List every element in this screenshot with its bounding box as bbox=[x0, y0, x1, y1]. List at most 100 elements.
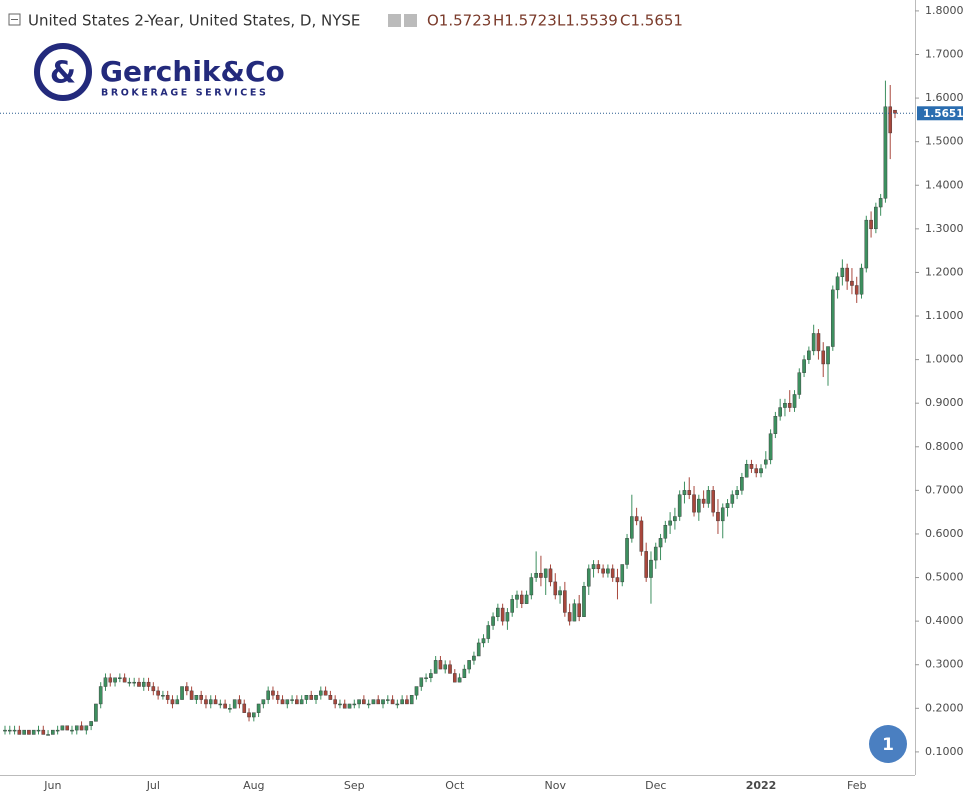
candle-body bbox=[835, 276, 840, 291]
candle-body bbox=[141, 681, 146, 687]
x-tick-label: Jun bbox=[43, 779, 61, 792]
last-price-box bbox=[917, 106, 963, 121]
candle-body bbox=[768, 433, 773, 461]
candle-body bbox=[548, 568, 553, 583]
candle-body bbox=[55, 729, 60, 732]
candle-body bbox=[553, 581, 558, 596]
candle-body bbox=[333, 699, 337, 705]
candle-body bbox=[840, 267, 845, 277]
candle-body bbox=[151, 686, 156, 692]
candle-body bbox=[3, 729, 7, 732]
y-tick-label: 1.4000 bbox=[925, 178, 964, 191]
candle-body bbox=[304, 695, 309, 700]
candle-body bbox=[371, 699, 376, 705]
y-tick-label: 0.3000 bbox=[925, 658, 964, 671]
y-tick-label: 0.5000 bbox=[925, 571, 964, 584]
candle-body bbox=[385, 699, 390, 701]
candle-body bbox=[787, 402, 792, 408]
candle-body bbox=[204, 699, 208, 705]
candle-body bbox=[586, 568, 591, 587]
candle-body bbox=[567, 612, 572, 622]
ohlc-close: C1.5651 bbox=[620, 12, 683, 30]
candle-body bbox=[31, 729, 36, 735]
candle-body bbox=[319, 690, 323, 696]
candle-body bbox=[859, 267, 864, 295]
candle-body bbox=[285, 699, 290, 705]
candle-body bbox=[457, 677, 462, 683]
candle-body bbox=[744, 464, 749, 478]
y-tick-label: 0.1000 bbox=[925, 745, 964, 758]
candle-body bbox=[395, 703, 400, 706]
y-tick-label: 1.0000 bbox=[925, 353, 964, 366]
candle-body bbox=[314, 695, 318, 700]
candle-body bbox=[409, 695, 414, 705]
candle-body bbox=[290, 699, 294, 701]
last-price-label: 1.5651 bbox=[923, 108, 964, 120]
candle-body bbox=[429, 673, 433, 678]
y-tick-label: 1.1000 bbox=[925, 309, 964, 322]
candle-body bbox=[524, 594, 529, 604]
candle-body bbox=[170, 699, 175, 705]
candle-body bbox=[639, 520, 644, 552]
candle-body bbox=[821, 350, 826, 365]
candle-body bbox=[299, 699, 304, 705]
candle-body bbox=[816, 333, 821, 352]
candle-body bbox=[79, 725, 84, 731]
candle-body bbox=[36, 729, 41, 732]
candle-body bbox=[328, 695, 333, 700]
candle-body bbox=[438, 660, 443, 670]
candle-body bbox=[510, 599, 515, 613]
candle-body bbox=[869, 219, 873, 230]
settings-icon[interactable] bbox=[388, 14, 401, 27]
candle-body bbox=[673, 516, 677, 522]
candle-body bbox=[17, 729, 22, 735]
y-tick-label: 1.5000 bbox=[925, 135, 964, 148]
candle-body bbox=[697, 498, 701, 513]
candle-body bbox=[783, 402, 787, 408]
candle-body bbox=[692, 494, 696, 513]
candle-body bbox=[295, 699, 299, 705]
candle-body bbox=[228, 708, 232, 710]
y-tick-label: 0.9000 bbox=[925, 396, 964, 409]
y-tick-label: 0.2000 bbox=[925, 701, 964, 714]
candle-body bbox=[357, 699, 361, 705]
candle-body bbox=[883, 106, 888, 199]
candle-body bbox=[735, 490, 739, 495]
chart-title: United States 2-Year, United States, D, … bbox=[28, 12, 360, 30]
candle-body bbox=[563, 590, 567, 613]
y-tick-label: 1.2000 bbox=[925, 265, 964, 278]
candle-body bbox=[122, 677, 127, 683]
candle-body bbox=[476, 642, 481, 657]
candle-body bbox=[156, 690, 160, 696]
candle-body bbox=[208, 699, 213, 705]
candle-body bbox=[500, 607, 505, 622]
candle-body bbox=[213, 699, 218, 705]
candle-body bbox=[424, 677, 428, 679]
candle-body bbox=[505, 612, 510, 622]
candle-body bbox=[759, 468, 763, 474]
x-tick-label: Nov bbox=[545, 779, 567, 792]
candle-body bbox=[792, 394, 797, 408]
candle-body bbox=[740, 477, 744, 491]
candle-body bbox=[749, 464, 754, 469]
candle-body bbox=[481, 638, 486, 644]
candle-body bbox=[630, 516, 634, 539]
candle-body bbox=[232, 699, 237, 709]
candle-body bbox=[309, 695, 314, 700]
y-tick-label: 1.6000 bbox=[925, 91, 964, 104]
candle-body bbox=[711, 490, 715, 513]
candle-body bbox=[175, 699, 180, 705]
candle-body bbox=[146, 681, 151, 687]
collapse-icon[interactable] bbox=[8, 13, 21, 26]
candle-body bbox=[754, 468, 759, 474]
candle-body bbox=[888, 106, 893, 134]
candle-body bbox=[663, 525, 668, 539]
x-tick-label: Aug bbox=[243, 779, 264, 792]
candle-body bbox=[51, 729, 55, 735]
candle-body bbox=[342, 703, 347, 709]
candle-body bbox=[826, 346, 830, 365]
settings-icon[interactable] bbox=[404, 14, 417, 27]
candle-body bbox=[539, 572, 543, 578]
candle-body bbox=[601, 568, 605, 574]
